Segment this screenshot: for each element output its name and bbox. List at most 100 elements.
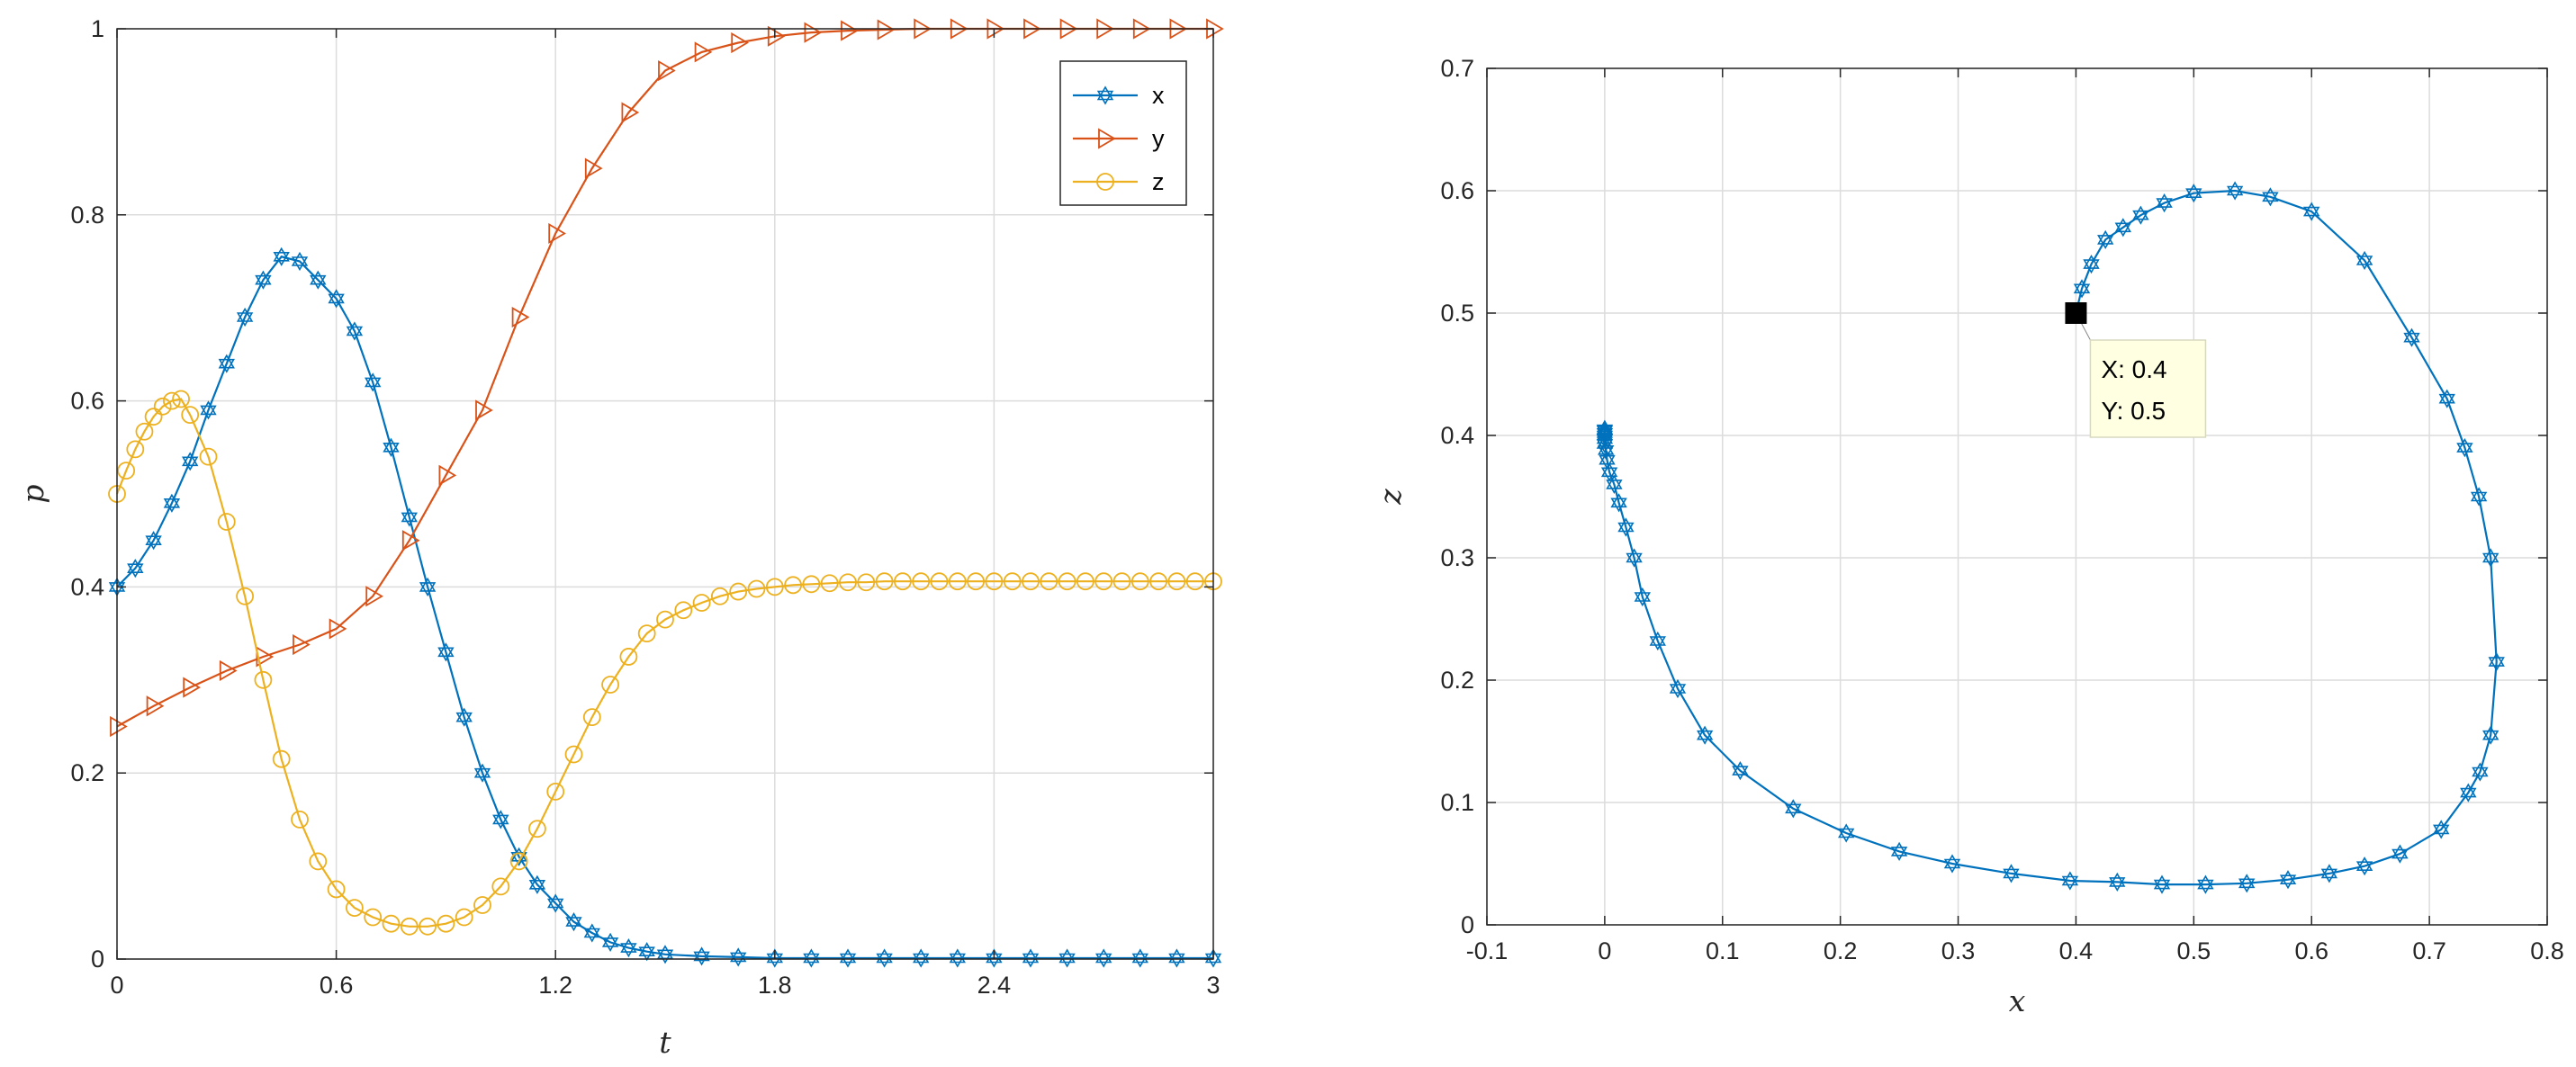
series-z-point bbox=[181, 406, 200, 425]
series-z-point bbox=[345, 899, 364, 918]
axes-frame-left bbox=[116, 28, 1214, 960]
series-x-point bbox=[876, 948, 893, 968]
datatip-marker[interactable] bbox=[2065, 302, 2087, 324]
y-tick-label: 0.2 bbox=[70, 759, 104, 786]
x-tick-label: 1.2 bbox=[538, 972, 572, 999]
series-z-point bbox=[509, 852, 528, 871]
y-tick-label: 0.4 bbox=[70, 573, 104, 600]
series-0-point bbox=[2238, 874, 2256, 893]
plot-area-left bbox=[117, 29, 1213, 959]
series-z-point bbox=[291, 811, 309, 829]
series-z-point bbox=[729, 582, 748, 601]
series-z-point bbox=[144, 408, 163, 426]
legend[interactable]: xyz bbox=[1059, 60, 1187, 206]
series-0-point bbox=[2156, 193, 2173, 213]
phase-plot[interactable]: -0.1 0 0.1 0.2 0.3 0.4 0.5 0.6 0.7 0.800.10.20.30… bbox=[1373, 55, 2564, 1018]
series-z-point bbox=[327, 880, 346, 899]
datatip-y-label: Y: 0.5 bbox=[2101, 397, 2166, 425]
series-y-point bbox=[621, 102, 640, 123]
series-x-point bbox=[365, 372, 382, 392]
legend-marker bbox=[1096, 173, 1114, 191]
datatip[interactable]: X: 0.4 Y: 0.5 bbox=[2065, 302, 2207, 438]
series-z-point bbox=[1040, 572, 1058, 591]
time-series-plot[interactable]: 0 0.6 1.2 1.8 2.4 3 0 0.2 0.4 0.6 0.8 1 t p xyz bbox=[15, 15, 1224, 1060]
series-0-point bbox=[2279, 870, 2297, 890]
series-y-point bbox=[438, 464, 457, 486]
series-z-point bbox=[1094, 572, 1113, 591]
series-0-point bbox=[2472, 762, 2489, 782]
series-z-point bbox=[162, 391, 181, 410]
series-z-point bbox=[153, 397, 172, 416]
series-x-point bbox=[803, 948, 820, 968]
x-tick-label: 3 bbox=[1206, 972, 1220, 999]
series-z-point bbox=[309, 852, 328, 871]
series-x-point bbox=[839, 948, 857, 968]
series-0-point bbox=[1610, 493, 1627, 513]
x-tick-label: 0.7 bbox=[2412, 937, 2446, 964]
series-0-point bbox=[2482, 548, 2499, 568]
series-z-point bbox=[135, 422, 154, 441]
series-0-point bbox=[2185, 184, 2202, 203]
y-tick-label: 0.2 bbox=[1440, 667, 1474, 694]
series-z-point bbox=[117, 462, 136, 480]
legend-entry-x[interactable]: x bbox=[1073, 82, 1165, 109]
series-0-point bbox=[2320, 864, 2337, 883]
x-tick-label: 0.1 bbox=[1706, 937, 1740, 964]
series-x bbox=[108, 247, 1222, 968]
series-z-point bbox=[674, 601, 693, 620]
x-tick-label: 0.3 bbox=[1941, 937, 1976, 964]
series-x-point bbox=[127, 559, 144, 578]
series-0-point bbox=[2114, 218, 2131, 238]
series-z-point bbox=[528, 820, 546, 838]
series-x-point bbox=[310, 270, 327, 290]
series-y-point bbox=[841, 20, 859, 41]
series-0-point bbox=[2227, 181, 2244, 201]
series-x-point bbox=[565, 912, 582, 932]
series-0-point bbox=[2488, 652, 2505, 672]
series-z-point bbox=[491, 877, 510, 896]
y-tick-label: 0.6 bbox=[70, 388, 104, 415]
series-z-point bbox=[967, 572, 985, 591]
series-x-point bbox=[492, 810, 509, 829]
series-x-point bbox=[620, 938, 637, 958]
series-x-point bbox=[473, 763, 491, 783]
legend-marker bbox=[1098, 128, 1116, 149]
datatip-x-label: X: 0.4 bbox=[2101, 355, 2166, 383]
y-tick-label: 0.5 bbox=[1440, 300, 1474, 327]
series-x-point bbox=[693, 946, 710, 966]
series-0-point bbox=[2355, 856, 2373, 876]
x-tick-label: 1.8 bbox=[758, 972, 792, 999]
legend-entry-z[interactable]: z bbox=[1073, 168, 1165, 195]
series-z-point bbox=[254, 670, 273, 689]
series-y-point bbox=[804, 22, 823, 43]
series-0-point bbox=[2460, 783, 2477, 802]
series-x-point bbox=[913, 948, 930, 968]
series-z-point bbox=[382, 914, 401, 933]
legend-box bbox=[1059, 60, 1187, 206]
series-0-point bbox=[2303, 202, 2320, 221]
series-left bbox=[108, 18, 1224, 968]
series-z-point bbox=[802, 575, 821, 594]
series-z-point bbox=[1003, 572, 1022, 591]
x-tick-label: 0 bbox=[110, 972, 123, 999]
series-x-point bbox=[1022, 948, 1040, 968]
series-x-point bbox=[255, 270, 272, 290]
series-z-point bbox=[894, 572, 912, 591]
series-0-point bbox=[2391, 844, 2409, 864]
legend-label: x bbox=[1152, 82, 1165, 109]
series-z-point bbox=[985, 572, 1004, 591]
series-z-point bbox=[930, 572, 949, 591]
series-y-point bbox=[183, 677, 201, 698]
series-0-point bbox=[2355, 250, 2373, 271]
series-x-point bbox=[1095, 948, 1112, 968]
series-0-point bbox=[1697, 725, 1714, 745]
series-0-point bbox=[2433, 820, 2450, 839]
x-tick-label: 0.6 bbox=[320, 972, 354, 999]
series-z-point bbox=[1058, 572, 1076, 591]
legend-entry-y[interactable]: y bbox=[1073, 125, 1165, 152]
series-0-point bbox=[2083, 255, 2100, 274]
series-z-point bbox=[637, 624, 656, 642]
series-y-point bbox=[511, 306, 530, 328]
series-z-point bbox=[711, 587, 729, 605]
series-y-point bbox=[584, 157, 603, 179]
